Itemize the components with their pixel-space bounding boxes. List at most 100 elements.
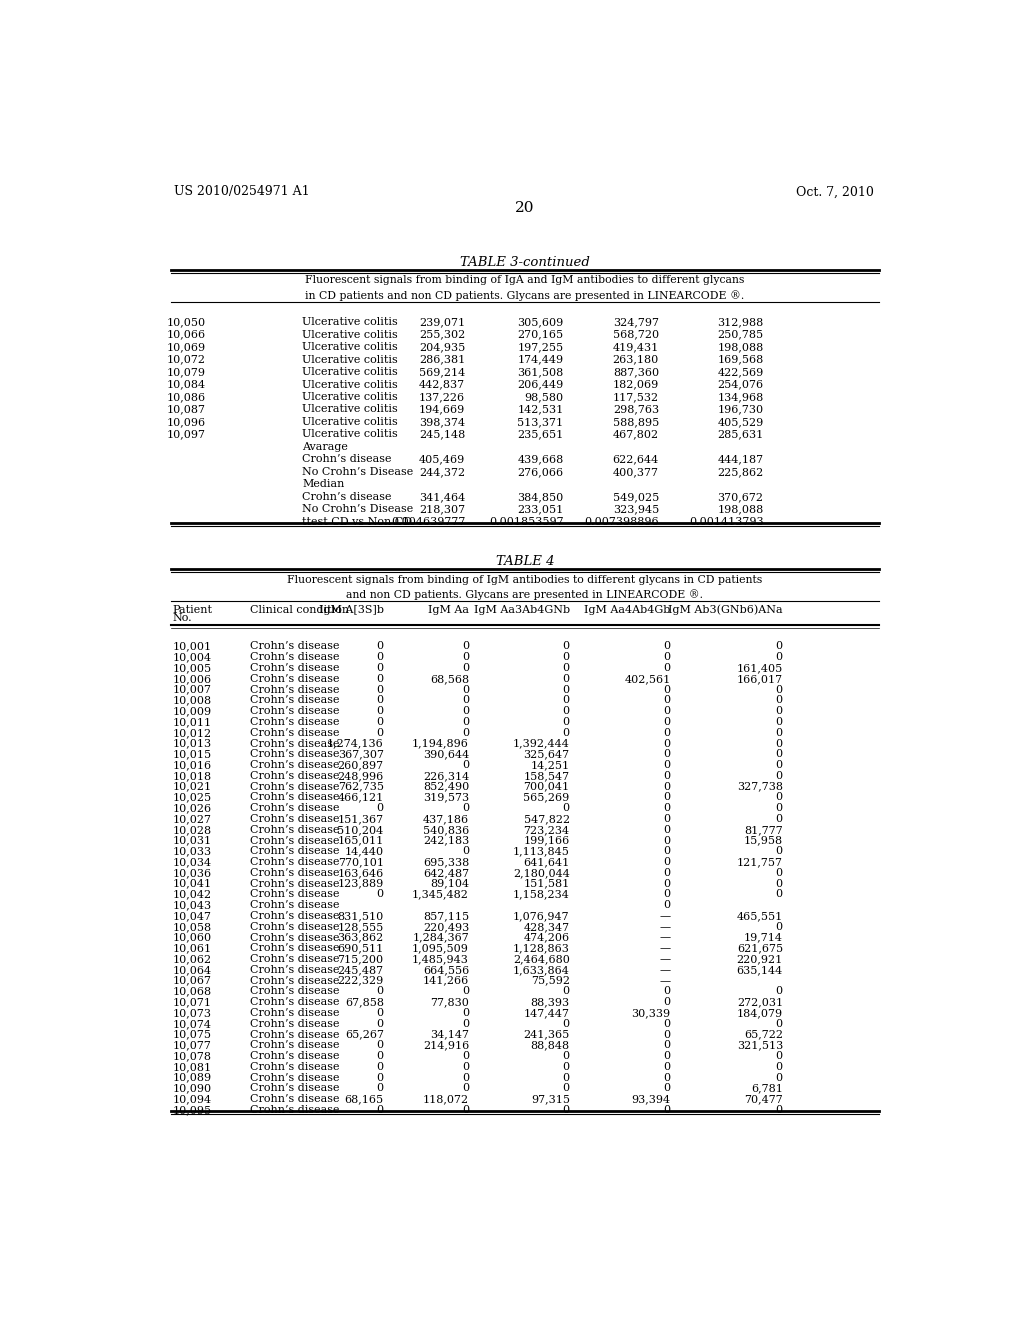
Text: 286,381: 286,381 [419,355,465,364]
Text: 367,307: 367,307 [338,750,384,759]
Text: TABLE 4: TABLE 4 [496,556,554,568]
Text: 770,101: 770,101 [338,857,384,867]
Text: Crohn’s disease: Crohn’s disease [251,900,340,911]
Text: TABLE 3-continued: TABLE 3-continued [460,256,590,269]
Text: 0: 0 [776,750,783,759]
Text: Crohn’s disease: Crohn’s disease [251,911,340,921]
Text: Crohn’s disease: Crohn’s disease [251,673,340,684]
Text: 466,121: 466,121 [338,792,384,803]
Text: Crohn’s disease: Crohn’s disease [251,814,340,824]
Text: 118,072: 118,072 [423,1094,469,1105]
Text: 10,028: 10,028 [172,825,211,834]
Text: Crohn’s disease: Crohn’s disease [251,652,340,663]
Text: 422,569: 422,569 [717,367,764,378]
Text: 370,672: 370,672 [718,492,764,502]
Text: 2,464,680: 2,464,680 [513,954,569,964]
Text: 0: 0 [377,1040,384,1051]
Text: —: — [659,965,671,975]
Text: Crohn’s disease: Crohn’s disease [251,1105,340,1115]
Text: 68,165: 68,165 [345,1094,384,1105]
Text: Clinical condition: Clinical condition [251,605,349,615]
Text: 0: 0 [462,1019,469,1028]
Text: 65,267: 65,267 [345,1030,384,1040]
Text: 142,531: 142,531 [517,404,563,414]
Text: 245,487: 245,487 [338,965,384,975]
Text: Crohn’s disease: Crohn’s disease [251,986,340,997]
Text: Crohn’s disease: Crohn’s disease [251,825,340,834]
Text: 10,050: 10,050 [166,317,206,327]
Text: Crohn’s disease: Crohn’s disease [251,1040,340,1051]
Text: 0: 0 [776,986,783,997]
Text: Patient: Patient [172,605,212,615]
Text: Crohn’s disease: Crohn’s disease [251,846,340,857]
Text: 88,848: 88,848 [530,1040,569,1051]
Text: Avarage: Avarage [302,442,348,451]
Text: 147,447: 147,447 [523,1008,569,1018]
Text: 635,144: 635,144 [736,965,783,975]
Text: 10,012: 10,012 [172,727,211,738]
Text: 10,069: 10,069 [166,342,206,352]
Text: 0: 0 [776,642,783,652]
Text: 0: 0 [664,825,671,834]
Text: 10,001: 10,001 [172,642,211,652]
Text: 196,730: 196,730 [718,404,764,414]
Text: 341,464: 341,464 [419,492,465,502]
Text: 0: 0 [377,1008,384,1018]
Text: 233,051: 233,051 [517,504,563,515]
Text: Crohn’s disease: Crohn’s disease [251,1051,340,1061]
Text: 260,897: 260,897 [338,760,384,770]
Text: 10,033: 10,033 [172,846,211,857]
Text: Ulcerative colitis: Ulcerative colitis [302,317,398,327]
Text: 184,079: 184,079 [736,1008,783,1018]
Text: 0: 0 [664,1073,671,1082]
Text: 222,329: 222,329 [338,975,384,986]
Text: 197,255: 197,255 [517,342,563,352]
Text: 239,071: 239,071 [419,317,465,327]
Text: 0: 0 [664,696,671,705]
Text: Fluorescent signals from binding of IgA and IgM antibodies to different glycans
: Fluorescent signals from binding of IgA … [305,276,744,301]
Text: 10,078: 10,078 [172,1051,211,1061]
Text: 285,631: 285,631 [717,429,764,440]
Text: 0: 0 [664,706,671,717]
Text: 0: 0 [776,879,783,888]
Text: Crohn’s disease: Crohn’s disease [251,717,340,727]
Text: 10,034: 10,034 [172,857,211,867]
Text: 327,738: 327,738 [737,781,783,792]
Text: 0: 0 [562,652,569,663]
Text: 0: 0 [776,652,783,663]
Text: 0: 0 [562,803,569,813]
Text: 263,180: 263,180 [612,355,658,364]
Text: 206,449: 206,449 [517,380,563,389]
Text: 0: 0 [462,846,469,857]
Text: Crohn’s disease: Crohn’s disease [251,867,340,878]
Text: Crohn’s disease: Crohn’s disease [251,760,340,770]
Text: 10,087: 10,087 [167,404,206,414]
Text: 0: 0 [776,696,783,705]
Text: Crohn’s disease: Crohn’s disease [251,781,340,792]
Text: 10,007: 10,007 [172,685,211,694]
Text: 0: 0 [664,652,671,663]
Text: 700,041: 700,041 [523,781,569,792]
Text: 0: 0 [664,771,671,781]
Text: 831,510: 831,510 [338,911,384,921]
Text: 0: 0 [562,706,569,717]
Text: 10,058: 10,058 [172,921,211,932]
Text: 0: 0 [776,771,783,781]
Text: 10,009: 10,009 [172,706,211,717]
Text: 622,644: 622,644 [612,454,658,465]
Text: 10,066: 10,066 [166,330,206,339]
Text: 0: 0 [462,727,469,738]
Text: 0: 0 [664,738,671,748]
Text: 10,006: 10,006 [172,673,211,684]
Text: 0.001853597: 0.001853597 [488,516,563,527]
Text: 0: 0 [377,706,384,717]
Text: 0: 0 [562,1105,569,1115]
Text: 0: 0 [462,1051,469,1061]
Text: 250,785: 250,785 [718,330,764,339]
Text: 67,858: 67,858 [345,997,384,1007]
Text: Crohn’s disease: Crohn’s disease [251,642,340,652]
Text: 0: 0 [776,1061,783,1072]
Text: 305,609: 305,609 [517,317,563,327]
Text: 10,018: 10,018 [172,771,211,781]
Text: 664,556: 664,556 [423,965,469,975]
